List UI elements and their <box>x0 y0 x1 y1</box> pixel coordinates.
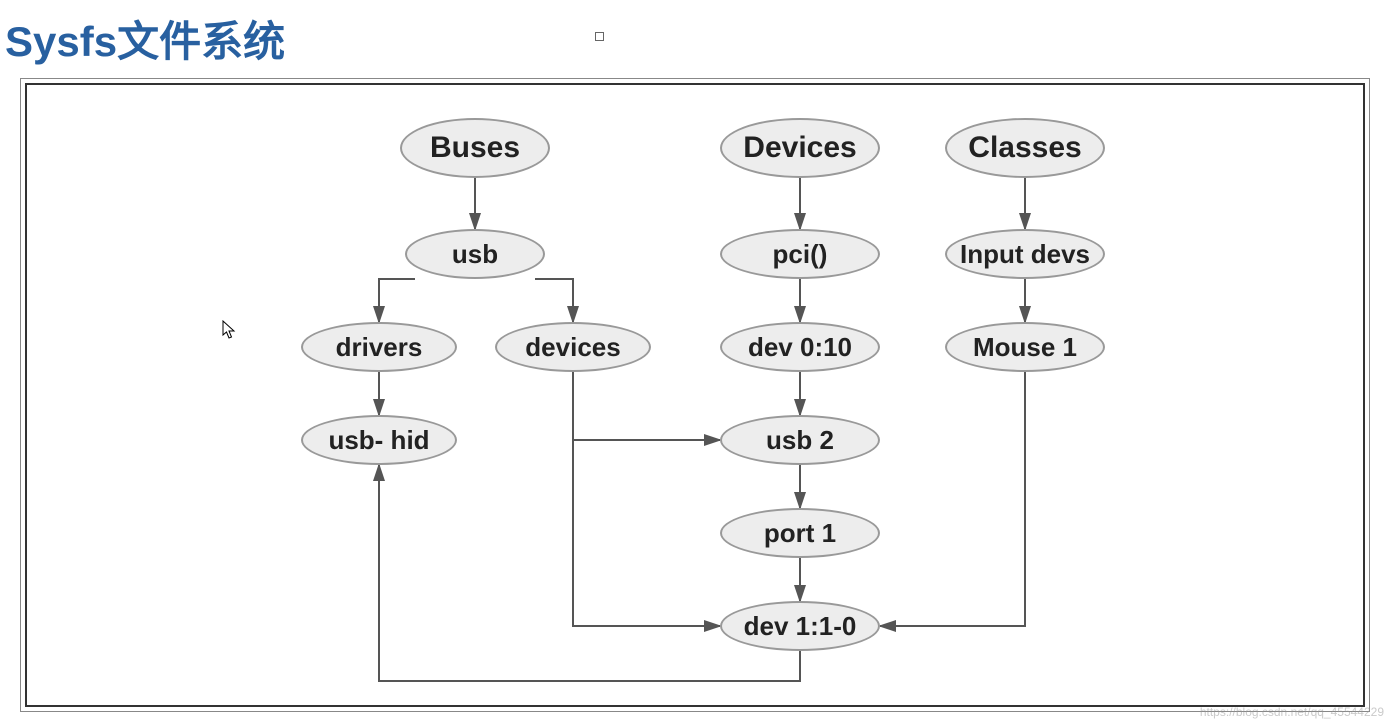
node-devices: devices <box>495 322 651 372</box>
page-title: Sysfs文件系统 <box>5 8 285 69</box>
small-square-marker <box>595 32 604 41</box>
node-inputdevs: Input devs <box>945 229 1105 279</box>
node-pci: pci() <box>720 229 880 279</box>
node-buses: Buses <box>400 118 550 178</box>
node-classes: Classes <box>945 118 1105 178</box>
node-usbhid: usb- hid <box>301 415 457 465</box>
node-port1: port 1 <box>720 508 880 558</box>
watermark: https://blog.csdn.net/qq_45544229 <box>1200 705 1384 719</box>
node-dev010: dev 0:10 <box>720 322 880 372</box>
node-devices2: Devices <box>720 118 880 178</box>
node-usb: usb <box>405 229 545 279</box>
diagram-outer-border: Buses usb drivers devices usb- hid Devices pci… <box>20 78 1370 712</box>
diagram-canvas: Buses usb drivers devices usb- hid Devices pci… <box>25 83 1365 707</box>
node-mouse1: Mouse 1 <box>945 322 1105 372</box>
node-dev110: dev 1:1-0 <box>720 601 880 651</box>
node-usb2: usb 2 <box>720 415 880 465</box>
edges-layer <box>27 85 1363 705</box>
node-drivers: drivers <box>301 322 457 372</box>
